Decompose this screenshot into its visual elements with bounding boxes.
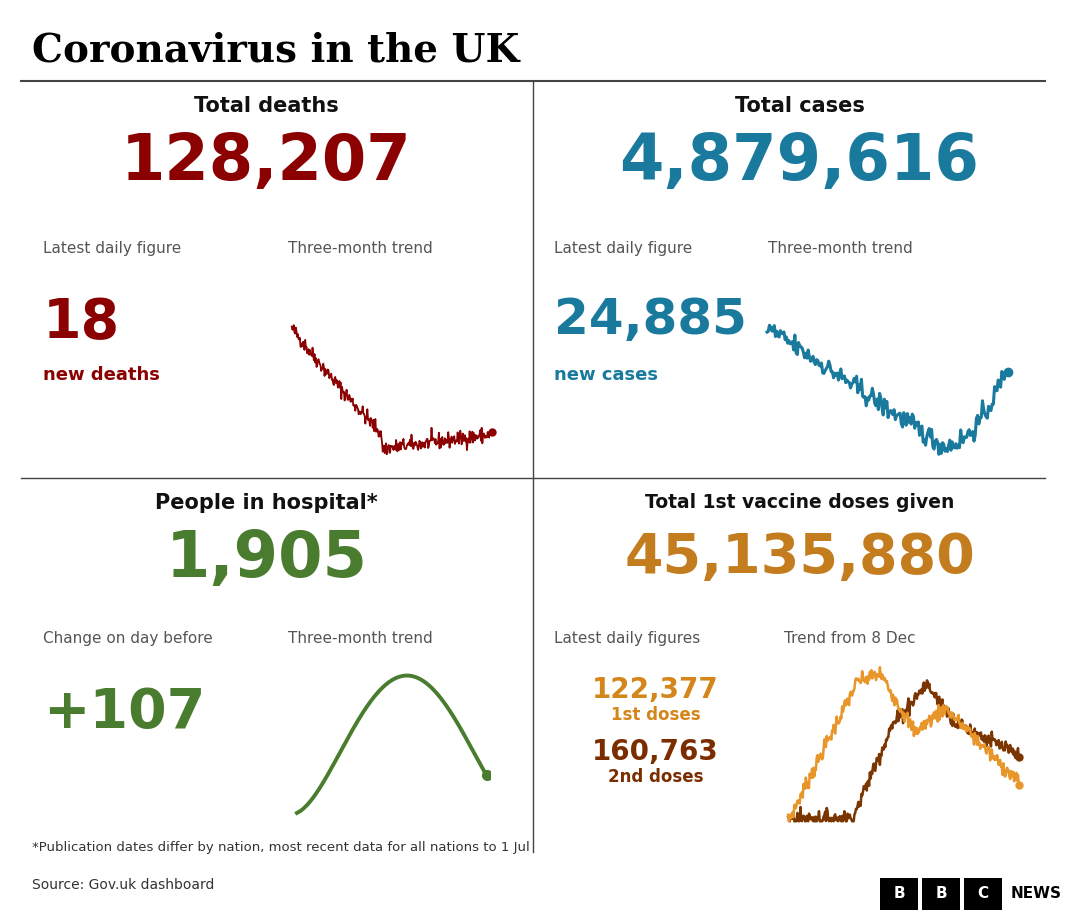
- Text: B: B: [893, 887, 905, 901]
- Text: 2nd doses: 2nd doses: [608, 768, 704, 786]
- Text: Total deaths: Total deaths: [194, 96, 339, 116]
- Text: 18: 18: [43, 296, 119, 350]
- Text: 128,207: 128,207: [122, 131, 411, 193]
- Text: new cases: new cases: [554, 366, 659, 384]
- Text: Coronavirus in the UK: Coronavirus in the UK: [32, 31, 519, 69]
- Text: C: C: [978, 887, 988, 901]
- Text: Latest daily figures: Latest daily figures: [554, 631, 700, 646]
- Text: People in hospital*: People in hospital*: [156, 493, 377, 513]
- FancyBboxPatch shape: [922, 878, 960, 910]
- Text: 24,885: 24,885: [554, 296, 747, 344]
- Text: Three-month trend: Three-month trend: [288, 241, 433, 256]
- Text: NEWS: NEWS: [1011, 887, 1062, 901]
- Text: 1st doses: 1st doses: [611, 706, 700, 724]
- FancyBboxPatch shape: [881, 878, 918, 910]
- Text: Total 1st vaccine doses given: Total 1st vaccine doses given: [645, 493, 954, 512]
- Text: 45,135,880: 45,135,880: [624, 531, 975, 585]
- Text: B: B: [935, 887, 947, 901]
- Text: *Publication dates differ by nation, most recent data for all nations to 1 Jul: *Publication dates differ by nation, mos…: [32, 841, 530, 854]
- Text: 122,377: 122,377: [593, 676, 718, 704]
- Text: Change on day before: Change on day before: [43, 631, 212, 646]
- Text: Three-month trend: Three-month trend: [288, 631, 433, 646]
- Text: Latest daily figure: Latest daily figure: [43, 241, 181, 256]
- Text: new deaths: new deaths: [43, 366, 160, 384]
- FancyBboxPatch shape: [964, 878, 1002, 910]
- Text: Trend from 8 Dec: Trend from 8 Dec: [784, 631, 915, 646]
- Text: Total cases: Total cases: [734, 96, 865, 116]
- Text: Source: Gov.uk dashboard: Source: Gov.uk dashboard: [32, 878, 214, 892]
- Text: Latest daily figure: Latest daily figure: [554, 241, 693, 256]
- Text: 160,763: 160,763: [593, 738, 718, 766]
- Text: 1,905: 1,905: [165, 528, 368, 590]
- Text: 4,879,616: 4,879,616: [619, 131, 980, 193]
- Text: Three-month trend: Three-month trend: [768, 241, 912, 256]
- Text: +107: +107: [43, 686, 205, 740]
